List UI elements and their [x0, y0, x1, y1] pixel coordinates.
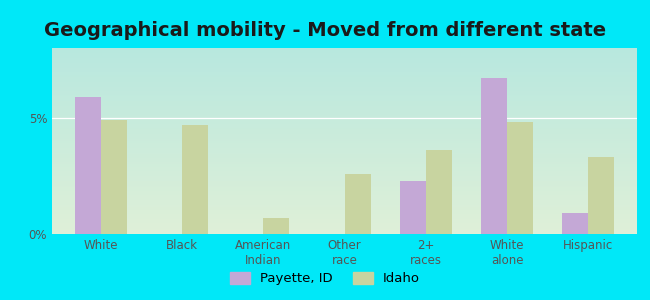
Bar — [562, 213, 588, 234]
Bar — [344, 173, 370, 234]
Bar — [75, 97, 101, 234]
Bar — [182, 125, 208, 234]
Bar — [400, 181, 426, 234]
Legend: Payette, ID, Idaho: Payette, ID, Idaho — [225, 266, 425, 290]
Text: Geographical mobility - Moved from different state: Geographical mobility - Moved from diffe… — [44, 21, 606, 40]
Bar — [507, 122, 533, 234]
Bar — [426, 150, 452, 234]
Bar — [101, 120, 127, 234]
Bar — [263, 218, 289, 234]
Bar — [481, 78, 507, 234]
Bar — [588, 157, 614, 234]
